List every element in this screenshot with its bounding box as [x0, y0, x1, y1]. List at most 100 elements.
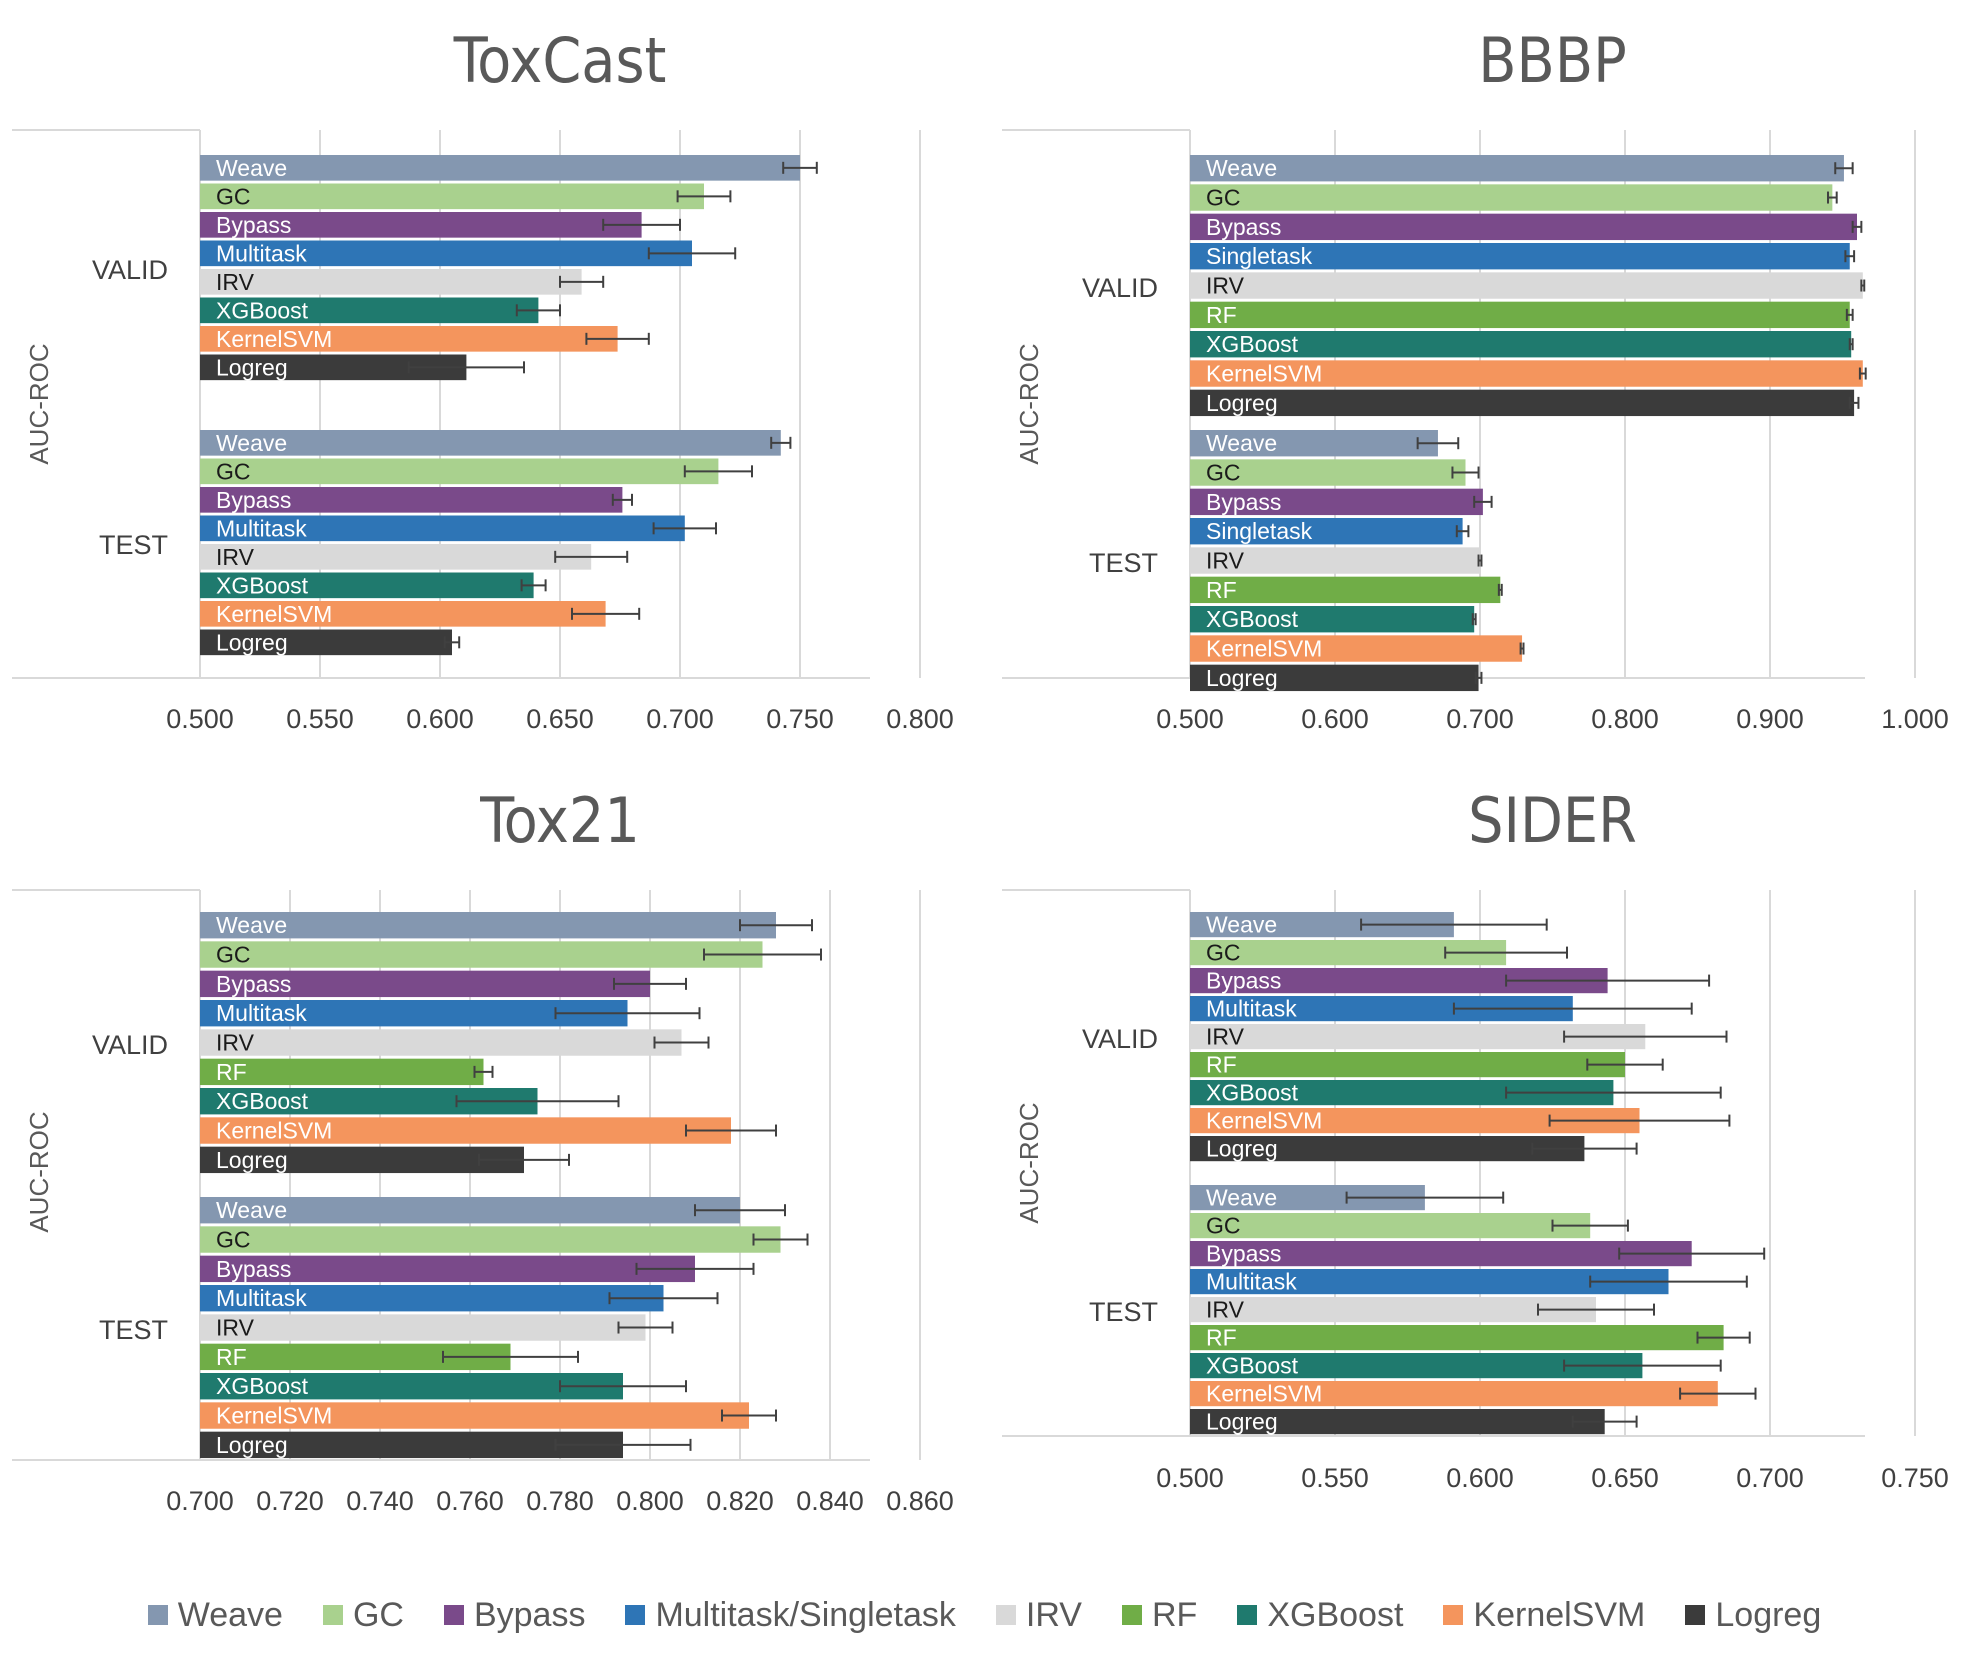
- bar-rf: [1190, 1325, 1724, 1351]
- bar-label: GC: [216, 458, 251, 484]
- legend-item-bypass: Bypass: [443, 1596, 585, 1635]
- x-tick-label: 0.700: [166, 1486, 234, 1516]
- legend-item-gc: GC: [322, 1596, 404, 1635]
- bar-label: GC: [1206, 185, 1241, 211]
- bar-xgboost: [1190, 331, 1852, 358]
- group-label-test: TEST: [1089, 1297, 1158, 1327]
- bar-kernelsvm: [200, 1117, 731, 1144]
- bar-irv: [1190, 272, 1863, 299]
- bar-label: Logreg: [216, 1147, 288, 1173]
- legend-item-kernelsvm: KernelSVM: [1443, 1596, 1645, 1635]
- x-tick-label: 0.500: [1156, 1463, 1224, 1493]
- legend-swatch: [1237, 1605, 1258, 1625]
- x-tick-label: 0.750: [766, 704, 834, 734]
- bar-label: IRV: [216, 269, 255, 295]
- legend-swatch: [995, 1605, 1016, 1625]
- bar-label: KernelSVM: [1206, 636, 1322, 662]
- bar-label: XGBoost: [1206, 606, 1299, 632]
- legend-item-multitask-singletask: Multitask/Singletask: [625, 1596, 956, 1635]
- bar-label: Bypass: [216, 1256, 291, 1282]
- chart-title: Tox21: [479, 784, 640, 857]
- bar-gc: [200, 941, 763, 968]
- bar-gc: [200, 458, 719, 485]
- bar-label: Logreg: [216, 1432, 288, 1458]
- bar-weave: [200, 912, 776, 939]
- legend-label: IRV: [1025, 1595, 1082, 1634]
- bar-gc: [200, 183, 704, 210]
- x-tick-label: 0.700: [1736, 1463, 1804, 1493]
- bar-xgboost: [200, 1373, 623, 1400]
- bar-label: Logreg: [1206, 1409, 1278, 1435]
- bar-label: GC: [216, 1227, 251, 1253]
- bar-label: Weave: [216, 912, 287, 938]
- chart-toxcast: ToxCast 0.500 0.550 0.600 0.650 0.700 0.750 0.8…: [12, 24, 954, 734]
- bar-gc: [200, 1226, 781, 1253]
- bar-label: XGBoost: [216, 297, 309, 323]
- group-label-test: TEST: [1089, 548, 1158, 578]
- bar-label: KernelSVM: [216, 326, 332, 352]
- legend-label: Weave: [177, 1595, 283, 1634]
- bar-label: Singletask: [1206, 243, 1313, 269]
- bar-multitask: [200, 240, 692, 267]
- x-tick-label: 1.000: [1881, 704, 1949, 734]
- bar-label: Multitask: [216, 515, 307, 541]
- bar-logreg: [200, 1431, 623, 1459]
- bar-label: Multitask: [216, 240, 307, 266]
- bar-logreg: [1190, 1136, 1585, 1162]
- legend: Weave GC Bypass Multitask/Singletask IRV RF XG…: [0, 1585, 1969, 1645]
- bar-rf: [1190, 576, 1501, 604]
- bar-xgboost: [200, 572, 534, 599]
- bar-label: Weave: [1206, 912, 1277, 938]
- bar-label: GC: [1206, 940, 1241, 966]
- legend-label: XGBoost: [1267, 1595, 1404, 1634]
- x-tick-label: 0.800: [886, 704, 954, 734]
- x-tick-label: 0.800: [1591, 704, 1659, 734]
- bar-label: Multitask: [216, 1285, 307, 1311]
- bar-label: Multitask: [216, 1000, 307, 1026]
- bar-bypass: [1190, 213, 1857, 241]
- group-label-test: TEST: [99, 1315, 168, 1345]
- bar-xgboost: [200, 297, 539, 324]
- bar-rf: [1190, 1052, 1625, 1078]
- bar-label: IRV: [216, 544, 255, 570]
- legend-label: RF: [1152, 1595, 1198, 1634]
- bar-irv: [200, 1314, 646, 1341]
- bar-weave: [200, 1197, 740, 1224]
- bar-multitask: [200, 1285, 664, 1312]
- bar-label: KernelSVM: [1206, 1108, 1322, 1134]
- bar-bypass: [1190, 1241, 1692, 1267]
- bar-label: XGBoost: [216, 1088, 309, 1114]
- bar-label: Logreg: [216, 629, 288, 655]
- bar-label: XGBoost: [216, 572, 309, 598]
- x-tick-label: 0.820: [706, 1486, 774, 1516]
- x-tick-label: 0.600: [406, 704, 474, 734]
- bar-label: Weave: [216, 1197, 287, 1223]
- bar-label: Bypass: [216, 971, 291, 997]
- bar-label: Bypass: [216, 212, 291, 238]
- x-tick-label: 0.700: [646, 704, 714, 734]
- bar-label: GC: [216, 942, 251, 968]
- x-tick-label: 0.600: [1446, 1463, 1514, 1493]
- bar-bypass: [200, 487, 623, 513]
- bar-label: Weave: [1206, 1185, 1277, 1211]
- x-tick-label: 0.900: [1736, 704, 1804, 734]
- group-label-test: TEST: [99, 530, 168, 560]
- x-tick-label: 0.750: [1881, 1463, 1949, 1493]
- chart-title: SIDER: [1468, 784, 1637, 857]
- bar-label: Bypass: [216, 487, 291, 513]
- bar-xgboost: [1190, 606, 1475, 633]
- chart-bbbp: BBBP 0.500 0.600 0.700 0.800 0.900 1.000 AUC-RO…: [1002, 24, 1949, 734]
- chart-title: ToxCast: [453, 24, 667, 97]
- bar-label: RF: [216, 1059, 247, 1085]
- bar-singletask: [1190, 518, 1463, 545]
- x-tick-label: 0.720: [256, 1486, 324, 1516]
- x-tick-label: 0.780: [526, 1486, 594, 1516]
- legend-swatch: [443, 1605, 464, 1625]
- bar-label: XGBoost: [1206, 1080, 1299, 1106]
- legend-swatch: [1443, 1605, 1464, 1625]
- bar-logreg: [1190, 664, 1479, 692]
- legend-label: Logreg: [1715, 1595, 1822, 1634]
- bar-label: GC: [1206, 1213, 1241, 1239]
- bar-label: GC: [1206, 460, 1241, 486]
